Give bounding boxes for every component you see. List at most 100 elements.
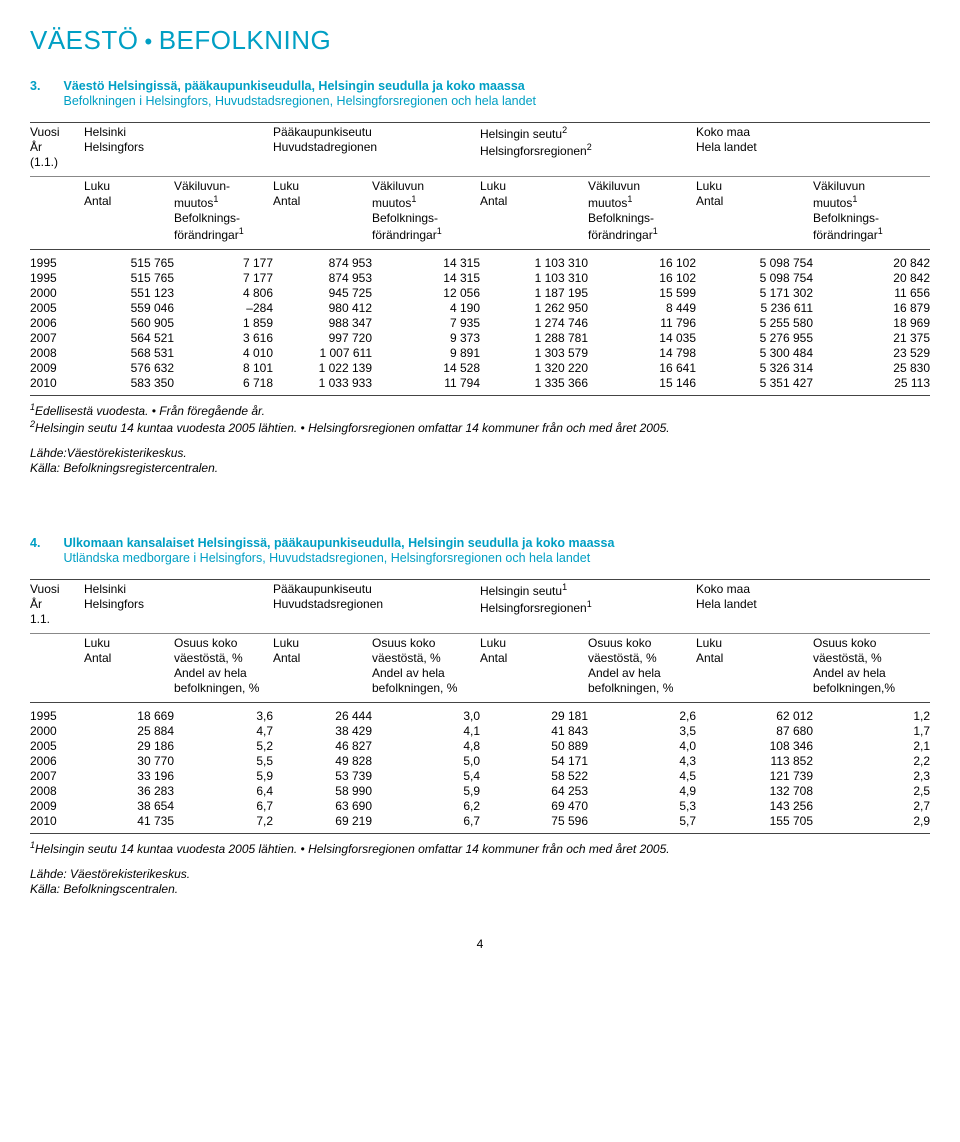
cell-value: 4,9: [588, 784, 696, 799]
cell-value: 5 098 754: [696, 271, 813, 286]
cell-value: 5 300 484: [696, 346, 813, 361]
cell-year: 2007: [30, 331, 84, 346]
subcol-share: Osuus kokoväestöstä, %Andel av helabefol…: [588, 634, 696, 699]
cell-value: 26 444: [273, 703, 372, 725]
cell-value: 576 632: [84, 361, 174, 376]
cell-value: 3 616: [174, 331, 273, 346]
cell-value: 14 528: [372, 361, 480, 376]
table-row: 200836 2836,458 9905,964 2534,9132 7082,…: [30, 784, 930, 799]
cell-value: 12 056: [372, 286, 480, 301]
cell-year: 2007: [30, 769, 84, 784]
cell-value: 1 303 579: [480, 346, 588, 361]
table-row: 2008568 5314 0101 007 6119 8911 303 5791…: [30, 346, 930, 361]
section-fi: VÄESTÖ: [30, 25, 138, 55]
col-group-pks: PääkaupunkiseutuHuvudstadsregionen: [273, 580, 480, 630]
cell-value: 54 171: [480, 754, 588, 769]
cell-value: 58 522: [480, 769, 588, 784]
cell-year: 1995: [30, 271, 84, 286]
table-3: Vuosi År (1.1.) HelsinkiHelsingfors Pääk…: [30, 122, 930, 396]
cell-value: 5,5: [174, 754, 273, 769]
cell-year: 1995: [30, 249, 84, 271]
subcol-share: Osuus kokoväestöstä, %Andel av helabefol…: [813, 634, 930, 699]
table-3-title: 3. Väestö Helsingissä, pääkaupunkiseudul…: [30, 79, 930, 110]
cell-value: 121 739: [696, 769, 813, 784]
col-year: Vuosi År 1.1.: [30, 580, 84, 630]
cell-year: 2008: [30, 346, 84, 361]
cell-value: 7 177: [174, 271, 273, 286]
cell-value: 1 262 950: [480, 301, 588, 316]
cell-value: 18 969: [813, 316, 930, 331]
cell-value: 515 765: [84, 271, 174, 286]
cell-value: 29 186: [84, 739, 174, 754]
cell-value: 14 315: [372, 271, 480, 286]
cell-value: 16 102: [588, 249, 696, 271]
subcol-luku: LukuAntal: [84, 634, 174, 699]
cell-value: 3,0: [372, 703, 480, 725]
cell-value: 155 705: [696, 814, 813, 834]
cell-value: 14 035: [588, 331, 696, 346]
table-4-number: 4.: [30, 536, 60, 552]
cell-value: 49 828: [273, 754, 372, 769]
table-3-source: Lähde:Väestörekisterikeskus. Källa: Befo…: [30, 446, 930, 476]
cell-value: 38 429: [273, 724, 372, 739]
cell-value: 11 656: [813, 286, 930, 301]
cell-value: 5,3: [588, 799, 696, 814]
subcol-muutos: Väkiluvunmuutos1Befolknings-förändringar…: [813, 176, 930, 245]
col-group-helsinki: HelsinkiHelsingfors: [84, 580, 273, 630]
cell-value: 75 596: [480, 814, 588, 834]
cell-value: 8 101: [174, 361, 273, 376]
table-row: 200733 1965,953 7395,458 5224,5121 7392,…: [30, 769, 930, 784]
cell-value: 1 103 310: [480, 249, 588, 271]
cell-year: 2009: [30, 361, 84, 376]
cell-value: 4,7: [174, 724, 273, 739]
cell-year: 2009: [30, 799, 84, 814]
cell-year: 2010: [30, 814, 84, 834]
cell-value: 15 146: [588, 376, 696, 396]
cell-value: 4 010: [174, 346, 273, 361]
cell-value: 25 113: [813, 376, 930, 396]
cell-value: 5 236 611: [696, 301, 813, 316]
subcol-muutos: Väkiluvunmuutos1Befolknings-förändringar…: [588, 176, 696, 245]
cell-value: 14 315: [372, 249, 480, 271]
col-group-helsinki: HelsinkiHelsingfors: [84, 122, 273, 172]
col-group-pks: PääkaupunkiseutuHuvudstadregionen: [273, 122, 480, 172]
cell-value: 36 283: [84, 784, 174, 799]
cell-year: 2000: [30, 724, 84, 739]
cell-value: 6 718: [174, 376, 273, 396]
table-row: 199518 6693,626 4443,029 1812,662 0121,2: [30, 703, 930, 725]
cell-value: 53 739: [273, 769, 372, 784]
cell-value: 3,5: [588, 724, 696, 739]
cell-value: 568 531: [84, 346, 174, 361]
cell-value: 5 171 302: [696, 286, 813, 301]
cell-value: 5,0: [372, 754, 480, 769]
cell-value: 29 181: [480, 703, 588, 725]
subcol-share: Osuus kokoväestöstä, %Andel av helabefol…: [372, 634, 480, 699]
cell-value: 5,2: [174, 739, 273, 754]
cell-value: 14 798: [588, 346, 696, 361]
cell-value: 5 351 427: [696, 376, 813, 396]
table-row: 2010583 3506 7181 033 93311 7941 335 366…: [30, 376, 930, 396]
cell-value: 988 347: [273, 316, 372, 331]
cell-value: 15 599: [588, 286, 696, 301]
cell-value: 20 842: [813, 249, 930, 271]
cell-value: 5 098 754: [696, 249, 813, 271]
cell-value: 1 320 220: [480, 361, 588, 376]
cell-value: 1 187 195: [480, 286, 588, 301]
cell-value: 63 690: [273, 799, 372, 814]
cell-value: 1 335 366: [480, 376, 588, 396]
cell-year: 2005: [30, 739, 84, 754]
cell-value: 18 669: [84, 703, 174, 725]
cell-year: 2006: [30, 316, 84, 331]
cell-value: 5 255 580: [696, 316, 813, 331]
cell-value: 62 012: [696, 703, 813, 725]
subcol-luku: LukuAntal: [273, 176, 372, 245]
table-4-title-fi: Ulkomaan kansalaiset Helsingissä, pääkau…: [63, 536, 614, 550]
cell-value: 16 641: [588, 361, 696, 376]
cell-value: 58 990: [273, 784, 372, 799]
col-group-seutu: Helsingin seutu1Helsingforsregionen1: [480, 580, 696, 630]
bullet-icon: •: [144, 29, 152, 54]
cell-value: 1 103 310: [480, 271, 588, 286]
cell-value: 3,6: [174, 703, 273, 725]
cell-value: 9 373: [372, 331, 480, 346]
subcol-luku: LukuAntal: [696, 176, 813, 245]
